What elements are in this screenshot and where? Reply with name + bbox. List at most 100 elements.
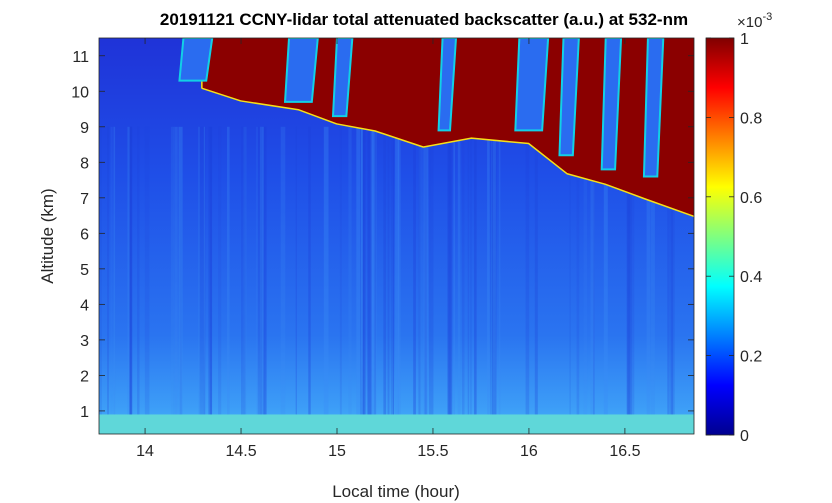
fall-streak xyxy=(348,126,352,434)
cloud-gap xyxy=(331,38,354,118)
colorbar-tick-label: 1 xyxy=(740,31,749,48)
x-axis: 14 14.5 15 15.5 16 16.5 xyxy=(136,38,641,460)
fall-streak xyxy=(525,126,530,434)
colorbar-multiplier-exponent: -3 xyxy=(762,11,772,23)
fall-streak xyxy=(383,126,387,434)
y-tick-label: 2 xyxy=(80,368,89,385)
fall-streak xyxy=(218,126,222,434)
colorbar-tick-label: 0.2 xyxy=(740,349,762,366)
fall-streak xyxy=(129,126,133,434)
x-tick-label: 14 xyxy=(136,443,154,460)
fall-streak xyxy=(174,126,179,434)
fall-streak xyxy=(430,126,434,434)
cloud-gap xyxy=(437,38,458,132)
fall-streak xyxy=(374,126,376,434)
fall-streak xyxy=(198,126,200,434)
fall-streak xyxy=(474,126,477,434)
fall-streak xyxy=(362,126,366,434)
fall-streak xyxy=(263,126,267,434)
fall-streak xyxy=(200,126,206,434)
fall-streak xyxy=(387,126,390,434)
fall-streak xyxy=(631,126,635,434)
cloud-gap xyxy=(283,38,319,103)
fall-streak xyxy=(280,126,286,434)
fall-streak xyxy=(179,126,182,434)
fall-streak xyxy=(498,126,501,434)
fall-streak xyxy=(295,126,297,434)
y-tick-label: 5 xyxy=(80,262,89,279)
fall-streak xyxy=(667,126,670,434)
fall-streak xyxy=(356,126,360,434)
fall-streak xyxy=(413,126,416,434)
fall-streak xyxy=(447,126,451,434)
fall-streak xyxy=(203,126,205,434)
y-axis-label: Altitude (km) xyxy=(38,188,57,283)
fall-streak xyxy=(453,126,455,434)
fall-streak xyxy=(650,126,655,434)
heatmap xyxy=(99,38,694,434)
fall-streak xyxy=(429,126,431,434)
fall-streak xyxy=(418,126,421,434)
fall-streak xyxy=(256,126,258,434)
fall-streak xyxy=(144,126,150,434)
fall-streak xyxy=(107,126,109,434)
x-tick-label: 16.5 xyxy=(609,443,640,460)
fall-streak xyxy=(492,126,496,434)
colorbar-multiplier-base: ×10 xyxy=(737,14,762,31)
fall-streak xyxy=(137,126,140,434)
fall-streak-layer xyxy=(99,126,675,434)
fall-streak xyxy=(669,126,673,434)
fall-streak xyxy=(470,126,472,434)
fall-streak xyxy=(576,126,580,434)
fall-streak xyxy=(395,126,399,434)
fall-streak xyxy=(113,126,116,434)
y-axis: 1 2 3 4 5 6 7 8 9 10 11 xyxy=(71,49,694,421)
fall-streak xyxy=(127,126,130,434)
fall-streak xyxy=(370,126,374,434)
fall-streak xyxy=(366,126,372,434)
cloud-gaps xyxy=(178,38,665,178)
y-tick-label: 8 xyxy=(80,155,89,172)
fall-streak xyxy=(173,126,178,434)
cloud-gap xyxy=(558,38,580,157)
fall-streak xyxy=(449,126,453,434)
fall-streak xyxy=(457,126,461,434)
fall-streak xyxy=(370,126,375,434)
fall-streak xyxy=(447,126,452,434)
y-tick-label: 7 xyxy=(80,191,89,208)
fall-streak xyxy=(367,126,372,434)
fall-streak xyxy=(170,126,174,434)
cloud-gap xyxy=(178,38,214,82)
fall-streak xyxy=(241,126,246,434)
fall-streak xyxy=(583,126,588,434)
fall-streak xyxy=(418,126,423,434)
fall-streak xyxy=(360,126,365,434)
cloud-gap xyxy=(600,38,623,171)
fall-streak xyxy=(593,126,595,434)
fall-streak xyxy=(308,126,311,434)
y-tick-label: 4 xyxy=(80,297,89,314)
fall-streak xyxy=(339,126,342,434)
fall-streak xyxy=(603,126,608,434)
colorbar-gradient xyxy=(705,37,735,436)
fall-streak xyxy=(208,126,212,434)
fall-streak xyxy=(627,126,630,434)
fall-streak xyxy=(423,126,429,434)
chart-title: 20191121 CCNY-lidar total attenuated bac… xyxy=(160,10,688,29)
colorbar-tick-label: 0.4 xyxy=(740,269,762,286)
x-tick-label: 15 xyxy=(328,443,346,460)
cloud-gap xyxy=(642,38,665,178)
fall-streak xyxy=(671,126,675,434)
y-tick-label: 11 xyxy=(72,49,89,66)
fall-streak xyxy=(646,126,651,434)
fall-streak xyxy=(590,126,595,434)
x-tick-label: 14.5 xyxy=(225,443,256,460)
y-tick-label: 6 xyxy=(80,226,89,243)
y-tick-label: 10 xyxy=(71,84,89,101)
colorbar-tick-label: 0.6 xyxy=(740,190,762,207)
fall-streak xyxy=(467,126,470,434)
cloud-gap xyxy=(514,38,550,132)
colorbar-tick-label: 0 xyxy=(740,428,749,445)
fall-streak xyxy=(487,126,490,434)
